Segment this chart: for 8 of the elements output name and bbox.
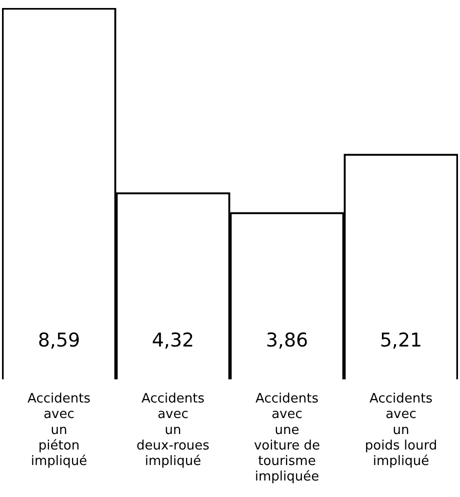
x-tick-label: Accidents avec un piéton impliqué — [28, 392, 91, 469]
data-label: 8,59 — [38, 329, 80, 352]
data-label: 4,32 — [152, 329, 194, 352]
x-tick-label: Accidents avec un poids lourd impliqué — [364, 392, 438, 469]
x-tick-label: Accidents avec une voiture de tourisme impliquée — [254, 392, 320, 485]
data-label: 5,21 — [380, 329, 422, 352]
x-tick-label: Accidents avec un deux-roues impliqué — [136, 392, 210, 469]
data-label: 3,86 — [266, 329, 308, 352]
